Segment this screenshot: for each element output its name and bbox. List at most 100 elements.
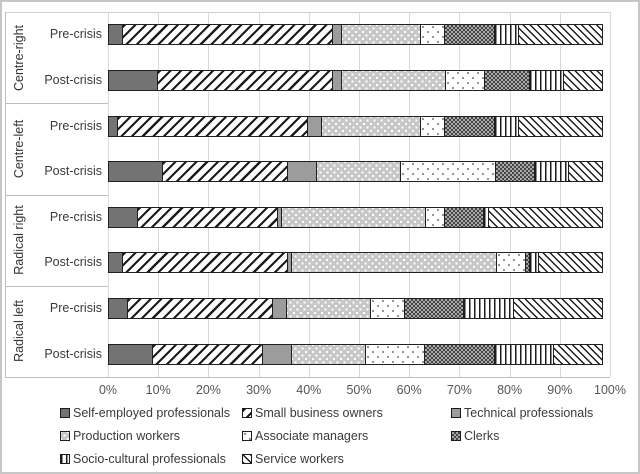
bar-segment — [320, 115, 422, 137]
bar-segment — [108, 206, 139, 228]
gridline-10 — [158, 12, 160, 377]
legend-label: Clerks — [464, 429, 500, 443]
bar-segment — [127, 298, 273, 320]
gridline-30 — [258, 12, 260, 377]
bar-segment — [567, 161, 603, 183]
legend-item: Associate managers — [242, 429, 368, 443]
bar-row — [108, 24, 603, 46]
gridline-50 — [359, 12, 360, 377]
bar-row — [108, 343, 603, 365]
bar-segment — [528, 69, 564, 91]
bar-segment — [108, 69, 159, 91]
group-label: Radical left — [12, 300, 26, 363]
legend-label: Production workers — [73, 429, 180, 443]
bar-segment — [494, 161, 535, 183]
bar-segment — [552, 343, 603, 365]
gridline-100 — [610, 12, 611, 377]
legend-item: Small business owners — [242, 406, 383, 420]
group-separator — [5, 285, 108, 287]
solid-dark-gray-legend-marker — [60, 408, 70, 418]
bar-segment — [108, 298, 129, 320]
group-label: Radical right — [12, 205, 26, 275]
row-label: Post-crisis — [44, 346, 102, 361]
gridline-20 — [208, 12, 210, 377]
bar-row — [108, 298, 603, 320]
bar-segment — [533, 161, 569, 183]
x-tick-label: 10% — [145, 383, 171, 397]
legend-label: Technical professionals — [464, 406, 594, 420]
plot-area — [108, 12, 611, 377]
plot-top-border — [5, 12, 610, 13]
legend-label: Associate managers — [255, 429, 369, 443]
bar-row — [108, 161, 603, 183]
bar-row — [108, 69, 603, 91]
row-label: Pre-crisis — [49, 301, 102, 316]
x-tick-label: 90% — [547, 383, 573, 397]
x-tick-label: 60% — [396, 383, 422, 397]
row-label: Post-crisis — [44, 255, 102, 270]
legend-label: Self-employed professionals — [73, 406, 231, 420]
white-dots-on-gray-legend-marker — [60, 431, 70, 441]
bar-segment — [562, 69, 603, 91]
x-tick-label: 0% — [98, 383, 118, 397]
bar-segment — [444, 115, 495, 137]
x-tick-label: 40% — [296, 383, 322, 397]
wide-diagonal-stripes-legend-marker — [242, 408, 252, 418]
bar-row — [108, 252, 603, 274]
row-label: Pre-crisis — [49, 209, 102, 224]
legend-item: Production workers — [60, 429, 180, 443]
bar-segment — [420, 24, 446, 46]
gridline-40 — [308, 12, 310, 377]
bar-segment — [340, 69, 447, 91]
bar-segment — [420, 115, 446, 137]
group-separator — [5, 194, 108, 196]
bar-segment — [271, 298, 287, 320]
bar-segment — [122, 24, 333, 46]
gridline-90 — [559, 12, 561, 377]
gridline-80 — [509, 12, 511, 377]
bar-segment — [424, 343, 495, 365]
bar-segment — [370, 298, 406, 320]
row-label: Pre-crisis — [49, 118, 102, 133]
bar-segment — [306, 115, 322, 137]
bar-segment — [365, 343, 426, 365]
legend-item: Socio-cultural professionals — [60, 452, 226, 466]
bar-segment — [512, 298, 603, 320]
bar-segment — [137, 206, 278, 228]
legend-item: Technical professionals — [451, 406, 593, 420]
legend-item: Service workers — [242, 452, 344, 466]
dark-checker-weave-legend-marker — [451, 431, 461, 441]
bar-segment — [487, 206, 603, 228]
thin-back-diagonal-stripes-legend-marker — [242, 454, 252, 464]
bar-segment — [404, 298, 465, 320]
bar-segment — [517, 115, 603, 137]
bar-segment — [290, 343, 367, 365]
bar-segment — [152, 343, 263, 365]
bar-segment — [122, 252, 288, 274]
bar-segment — [493, 115, 519, 137]
bar-segment — [493, 24, 519, 46]
x-tick-label: 20% — [195, 383, 221, 397]
bar-segment — [493, 343, 554, 365]
x-tick-label: 70% — [446, 383, 472, 397]
bar-segment — [537, 252, 603, 274]
bar-segment — [286, 161, 317, 183]
group-label: Centre-left — [12, 119, 26, 179]
bar-segment — [280, 206, 427, 228]
bar-segment — [484, 69, 530, 91]
bar-segment — [463, 298, 514, 320]
group-label: Centre-right — [12, 24, 26, 91]
x-axis-line — [5, 377, 610, 378]
bar-row — [108, 115, 603, 137]
x-tick-label: 80% — [497, 383, 523, 397]
bar-segment — [261, 343, 292, 365]
bar-segment — [444, 24, 495, 46]
bar-segment — [425, 206, 446, 228]
legend-label: Socio-cultural professionals — [73, 452, 226, 466]
x-tick-label: 50% — [346, 383, 372, 397]
row-label: Post-crisis — [44, 72, 102, 87]
bar-segment — [108, 343, 154, 365]
group-separator — [5, 103, 108, 105]
bar-segment — [495, 252, 526, 274]
